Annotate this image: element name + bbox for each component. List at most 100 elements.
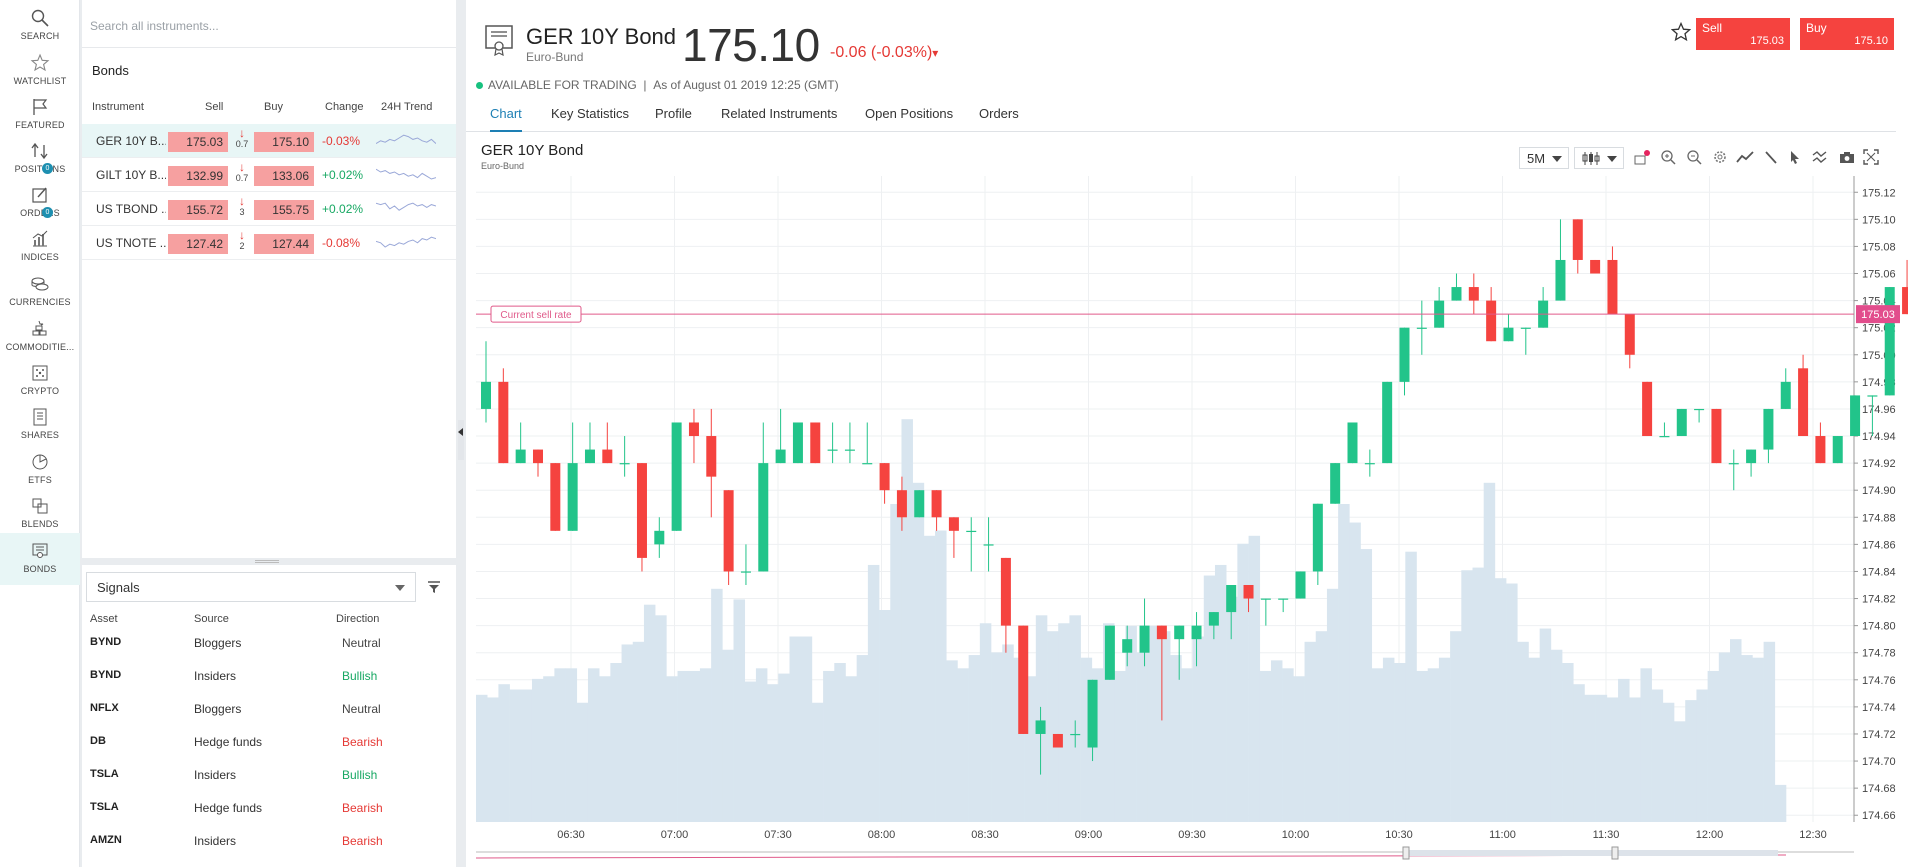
tab-key-statistics[interactable]: Key Statistics [551,106,630,121]
candle-body [740,571,751,573]
x-tick-label: 06:30 [557,829,585,841]
indicators-icon[interactable] [1633,148,1651,166]
collapse-panel-handle[interactable] [458,420,464,460]
current-price: 175.10 [682,19,820,71]
search-input[interactable]: Search all instruments... [82,0,456,48]
signal-row[interactable]: BYND Bloggers Neutral [82,628,456,661]
tab-orders[interactable]: Orders [979,106,1019,121]
tab-profile[interactable]: Profile [655,106,692,121]
sell-price[interactable]: 155.72 [168,200,228,220]
signal-row[interactable]: NFLX Bloggers Neutral [82,694,456,727]
signals-select[interactable]: Signals [86,572,416,602]
col-asset: Asset [90,613,118,625]
signal-row[interactable]: DB Hedge funds Bearish [82,727,456,760]
zoom-out-icon[interactable] [1685,148,1703,166]
candle-body [723,490,734,572]
signal-source: Insiders [194,834,237,848]
volume-bar [778,673,790,822]
nav-item-positions[interactable]: POSITIONS 0 [0,133,80,185]
nav-item-commoditie[interactable]: COMMODITIE... [0,311,80,363]
nav-item-currencies[interactable]: CURRENCIES [0,266,80,318]
nav-item-shares[interactable]: SHARES [0,399,80,451]
instrument-row[interactable]: US TNOTE ... 127.42 ↓ 2 127.44 -0.08% [82,226,456,260]
nav-item-blends[interactable]: BLENDS [0,488,80,540]
draw-line-icon[interactable] [1762,148,1780,166]
x-tick-label: 09:30 [1178,829,1206,841]
sell-price[interactable]: 175.03 [168,132,228,152]
panel-resize-handle[interactable] [255,560,279,563]
candle-body [862,463,873,465]
nav-item-orders[interactable]: ORDERS 0 [0,177,80,229]
signal-row[interactable]: TSLA Hedge funds Bearish [82,793,456,826]
gear-icon[interactable] [1711,148,1729,166]
volume-bar [655,615,667,822]
col-instrument: Instrument [92,101,144,113]
nav-item-etfs[interactable]: ETFS [0,444,80,496]
buy-price[interactable]: 127.44 [254,234,314,254]
filter-icon[interactable] [427,580,441,594]
shares-icon [33,408,47,426]
camera-icon[interactable] [1838,148,1856,166]
tab-chart[interactable]: Chart [490,106,522,132]
volume-bar [1136,652,1149,822]
instrument-row[interactable]: GILT 10Y B... 132.99 ↓ 0.7 133.06 +0.02% [82,158,456,192]
signal-row[interactable]: AMZN Insiders Bearish [82,826,456,859]
sell-price[interactable]: 127.42 [168,234,228,254]
y-tick-label: 175.10 [1862,214,1896,226]
buy-price[interactable]: 133.06 [254,166,314,186]
buy-price[interactable]: 175.10 [254,132,314,152]
bonds-icon [32,543,48,558]
nav-item-featured[interactable]: FEATURED [0,89,80,141]
volume-bar [1539,628,1552,822]
sell-button[interactable]: Sell 175.03 [1696,18,1790,50]
buy-button[interactable]: Buy 175.10 [1800,18,1894,50]
volume-bar [643,604,656,822]
tab-related-instruments[interactable]: Related Instruments [721,106,838,121]
timeframe-select[interactable]: 5M [1519,147,1569,169]
trend-line-icon[interactable] [1736,148,1754,166]
buy-button-label: Buy [1806,21,1827,35]
instrument-row[interactable]: GER 10Y B... 175.03 ↓ 0.7 175.10 -0.03% [82,124,456,158]
chart-type-select[interactable] [1574,147,1624,169]
nav-item-bonds[interactable]: BONDS [0,533,80,585]
signal-source: Bloggers [194,702,242,716]
price-chart[interactable]: 175.12175.10175.08175.06175.04175.02175.… [466,0,1908,867]
buy-price[interactable]: 155.75 [254,200,314,220]
nav-item-indices[interactable]: INDICES [0,221,80,273]
sparkline-path [376,236,436,248]
candle-body [914,490,925,518]
signal-row[interactable]: BYND Insiders Bullish [82,661,456,694]
pattern-icon[interactable] [1811,148,1829,166]
trend-sparkline [376,134,436,145]
x-tick-label: 07:30 [764,829,792,841]
volume-bar [599,676,611,822]
candle-body [1052,733,1063,748]
sell-price[interactable]: 132.99 [168,166,228,186]
watchlist-star-icon[interactable] [1671,22,1691,42]
volume-bar [543,676,555,822]
signal-direction: Bearish [342,735,383,749]
cursor-icon[interactable] [1786,148,1804,166]
volume-bar [1382,657,1395,822]
nav-item-crypto[interactable]: CRYPTO [0,355,80,407]
candle-body [636,463,647,558]
star-icon [30,53,50,72]
fullscreen-icon[interactable] [1862,148,1880,166]
volume-bar [1360,549,1373,822]
candle-body [1087,679,1098,748]
tab-open-positions[interactable]: Open Positions [865,106,954,121]
volume-bar [1550,649,1563,822]
instrument-row[interactable]: US TBOND ... 155.72 ↓ 3 155.75 +0.02% [82,192,456,226]
nav-item-search[interactable]: SEARCH [0,0,80,52]
indices-icon [32,230,48,247]
volume-bar [1774,784,1787,822]
zoom-in-icon[interactable] [1659,148,1677,166]
volume-bar [1662,702,1675,822]
candle-body [792,422,803,464]
candle-body [966,530,977,533]
signals-select-value: Signals [97,580,140,595]
nav-item-watchlist[interactable]: WATCHLIST [0,45,80,97]
x-tick-label: 10:00 [1282,829,1310,841]
volume-bar [1158,631,1171,822]
signal-row[interactable]: TSLA Insiders Bullish [82,760,456,793]
